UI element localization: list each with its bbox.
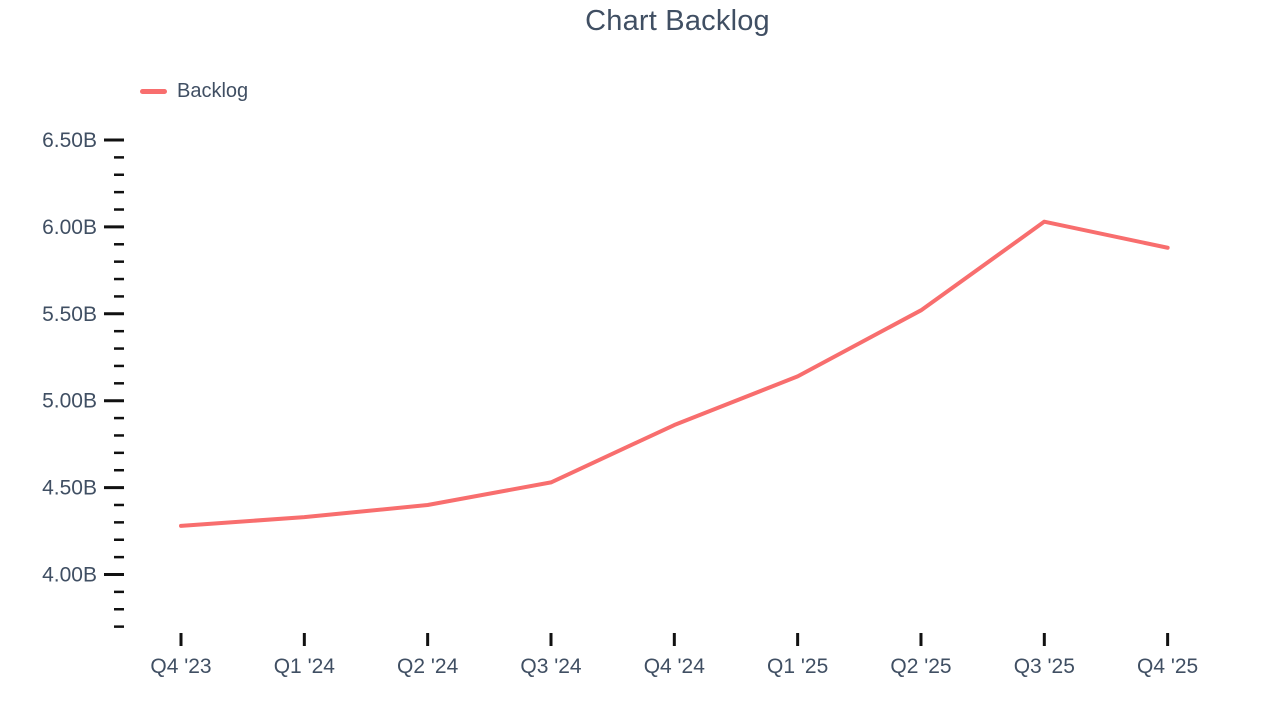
legend-item-backlog[interactable]: Backlog	[140, 80, 248, 103]
x-axis-label: Q1 '24	[274, 655, 336, 678]
x-axis-label: Q1 '25	[767, 655, 828, 678]
y-axis-label: 4.50B	[42, 477, 97, 500]
y-axis-label: 4.00B	[42, 564, 97, 587]
y-axis-label: 5.00B	[42, 390, 97, 413]
x-axis-label: Q3 '24	[520, 655, 582, 678]
legend-label: Backlog	[177, 80, 249, 102]
x-axis-label: Q4 '25	[1137, 655, 1198, 678]
x-axis-label: Q3 '25	[1014, 655, 1075, 678]
series-line-backlog	[179, 219, 1170, 528]
chart-title: Chart Backlog	[585, 5, 770, 37]
x-axis-label: Q4 '23	[150, 655, 211, 678]
legend-line-swatch-icon	[140, 89, 167, 94]
x-axis-label: Q2 '24	[397, 655, 459, 678]
y-axis-label: 6.50B	[42, 129, 97, 152]
x-axis-label: Q4 '24	[644, 655, 706, 678]
y-axis-label: 6.00B	[42, 216, 97, 239]
y-axis-label: 5.50B	[42, 303, 97, 326]
x-axis-label: Q2 '25	[890, 655, 951, 678]
